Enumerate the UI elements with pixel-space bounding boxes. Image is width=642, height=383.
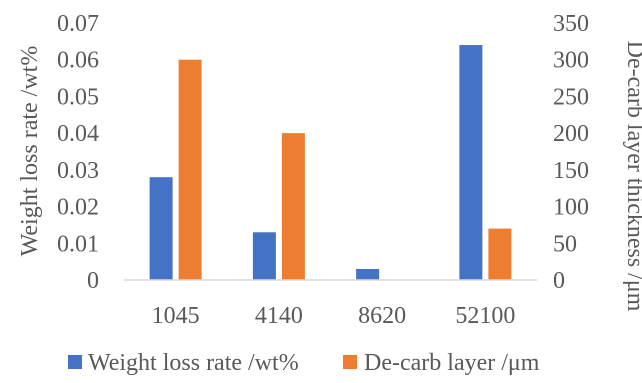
y2-tick-label: 300 [553,48,589,74]
legend: Weight loss rate /wt% De-carb layer /μm [68,350,540,376]
y-tick-label: 0.04 [57,121,99,147]
x-axis: 1045 4140 8620 52100 [152,303,516,329]
bar-weight-loss-4140 [252,232,276,280]
left-y-axis: 0 0.01 0.02 0.03 0.04 0.05 0.06 0.07 [57,11,99,294]
y2-tick-label: 350 [553,11,589,37]
bar-group [149,45,512,281]
x-tick-label: 8620 [358,303,406,329]
y-axis-title: Weight loss rate /wt% [17,46,43,257]
y-tick-label: 0.05 [57,84,99,110]
x-tick-label: 1045 [152,303,200,329]
legend-swatch-decarb [343,355,357,369]
y-tick-label: 0.06 [57,48,99,74]
y-tick-label: 0.03 [57,158,99,184]
y2-tick-label: 250 [553,84,589,110]
y2-axis-title: De-carb layer thickness /μm [622,41,642,312]
y2-tick-label: 50 [553,231,577,257]
y2-tick-label: 0 [553,268,565,294]
y2-tick-label: 200 [553,121,589,147]
bar-weight-loss-52100 [459,45,483,281]
bar-decarb-4140 [281,133,305,280]
y-tick-label: 0.02 [57,195,99,221]
y-tick-label: 0.01 [57,231,99,257]
x-tick-label: 4140 [255,303,303,329]
bar-weight-loss-1045 [149,177,173,280]
legend-swatch-weight-loss [68,355,82,369]
bar-weight-loss-8620 [356,268,380,280]
y-tick-label: 0 [87,268,99,294]
legend-label-weight-loss: Weight loss rate /wt% [88,350,299,376]
y2-tick-label: 100 [553,195,589,221]
y2-tick-label: 150 [553,158,589,184]
bar-decarb-52100 [488,228,512,280]
y-tick-label: 0.07 [57,11,99,37]
legend-label-decarb: De-carb layer /μm [364,350,540,376]
x-tick-label: 52100 [455,303,515,329]
right-y-axis: 0 50 100 150 200 250 300 350 [553,11,589,294]
bar-decarb-1045 [178,59,202,280]
